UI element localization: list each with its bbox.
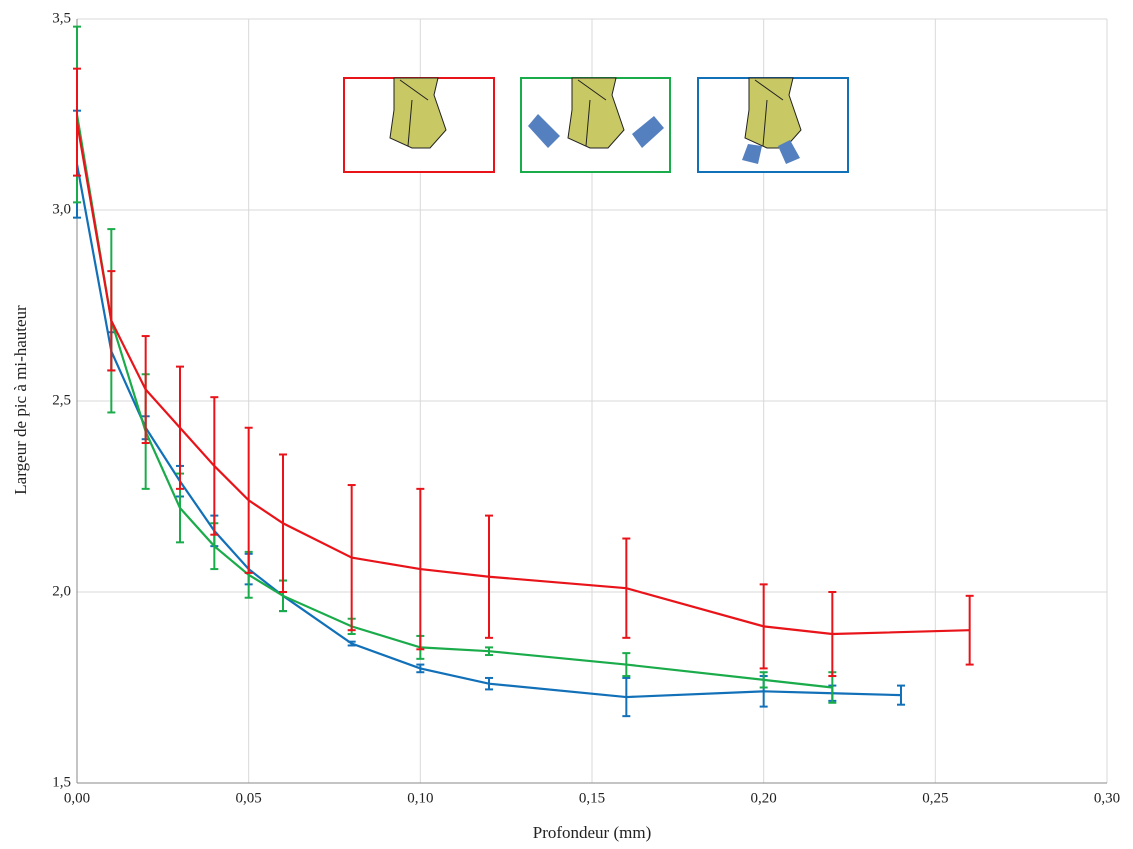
y-tick-label: 2,5 (52, 392, 71, 408)
nozzle-icon (528, 114, 560, 148)
y-tick-label: 1,5 (52, 774, 71, 790)
nozzle-icon (778, 140, 800, 164)
series-line (75, 163, 902, 699)
y-tick-label: 2,0 (52, 583, 71, 599)
y-axis-label: Largeur de pic à mi-hauteur (11, 305, 30, 495)
drill-icon (567, 77, 625, 149)
drill-line (399, 79, 429, 147)
x-tick-label: 0,20 (751, 790, 777, 806)
x-axis-label: Profondeur (mm) (533, 823, 652, 842)
nozzle-icon (742, 144, 762, 164)
x-tick-label: 0,25 (922, 790, 948, 806)
drill-line (577, 79, 607, 147)
x-tick-label: 0,00 (64, 790, 90, 806)
x-tick-label: 0,05 (236, 790, 262, 806)
x-tick-label: 0,10 (407, 790, 433, 806)
legend-icons (343, 77, 849, 173)
y-tick-label: 3,5 (52, 10, 71, 26)
series-line (75, 121, 970, 636)
y-tick-label: 3,0 (52, 201, 71, 217)
x-tick-label: 0,15 (579, 790, 605, 806)
x-tick-label: 0,30 (1094, 790, 1120, 806)
drill-icon (389, 77, 447, 149)
drill-line (754, 79, 784, 147)
nozzle-icon (632, 116, 664, 148)
